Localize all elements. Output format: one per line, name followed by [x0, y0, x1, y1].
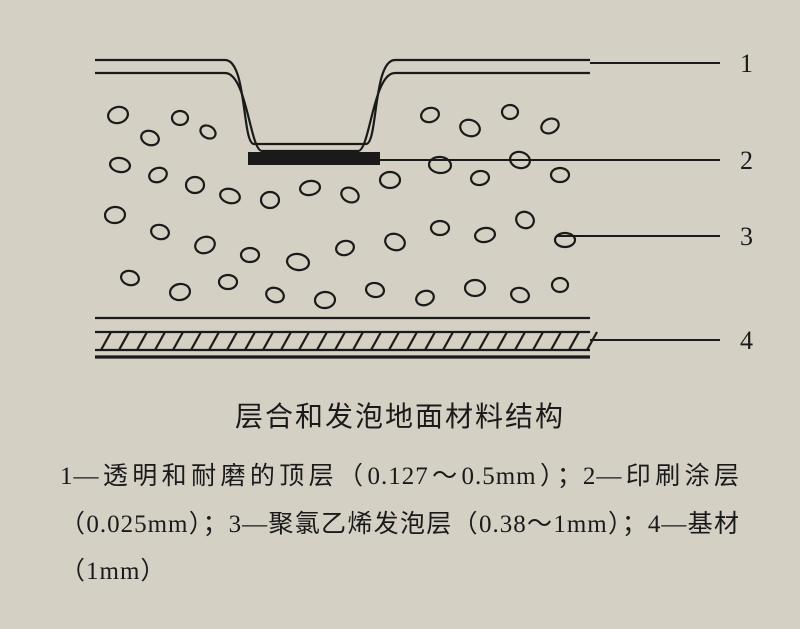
foam-bubble: [241, 248, 259, 262]
hatch-line: [119, 332, 129, 350]
hatch-line: [425, 332, 435, 350]
hatch-line: [533, 332, 543, 350]
foam-bubble: [193, 234, 217, 256]
caption-block: 层合和发泡地面材料结构 1—透明和耐磨的顶层（0.127～0.5mm）；2—印刷…: [60, 395, 740, 596]
foam-bubble: [339, 185, 361, 205]
callout-label: 3: [740, 222, 753, 251]
foam-bubble: [219, 275, 237, 289]
foam-bubble: [104, 206, 125, 224]
hatch-line: [209, 332, 219, 350]
foam-bubble: [551, 168, 569, 182]
foam-bubble: [428, 156, 451, 174]
foam-bubble: [380, 172, 400, 188]
foam-bubble: [502, 105, 518, 119]
foam-bubble: [509, 286, 530, 304]
foam-bubble: [470, 170, 490, 187]
hatch-line: [353, 332, 363, 350]
hatch-line: [371, 332, 381, 350]
foam-bubble: [169, 282, 191, 301]
hatch-line: [389, 332, 399, 350]
hatch-line: [299, 332, 309, 350]
foam-bubble: [419, 106, 440, 124]
hatch-line: [407, 332, 417, 350]
foam-bubble: [261, 192, 279, 208]
foam-bubble: [465, 280, 485, 296]
hatch-line: [335, 332, 345, 350]
foam-bubble: [414, 288, 436, 307]
hatch-line: [281, 332, 291, 350]
diagram-legend: 1—透明和耐磨的顶层（0.127～0.5mm）；2—印刷涂层（0.025mm）；…: [60, 453, 740, 596]
hatch-line: [101, 332, 111, 350]
foam-bubble: [539, 116, 561, 136]
foam-bubble: [552, 278, 568, 292]
hatch-line: [245, 332, 255, 350]
hatch-line: [497, 332, 507, 350]
foam-bubble: [109, 156, 131, 173]
foam-bubble: [264, 285, 286, 304]
hatch-line: [317, 332, 327, 350]
hatch-line: [227, 332, 237, 350]
diagram-title: 层合和发泡地面材料结构: [60, 395, 740, 435]
hatch-line: [479, 332, 489, 350]
foam-bubble: [139, 128, 161, 147]
foam-bubble: [458, 117, 482, 139]
callout-label: 1: [740, 49, 753, 78]
hatch-line: [137, 332, 147, 350]
foam-bubble: [334, 239, 355, 257]
foam-bubble: [147, 165, 169, 184]
hatch-line: [173, 332, 183, 350]
foam-bubble: [365, 282, 385, 299]
hatch-line: [263, 332, 273, 350]
foam-bubble: [106, 105, 129, 126]
top-layer-inner: [95, 73, 590, 151]
foam-bubble: [119, 269, 140, 287]
hatch-line: [461, 332, 471, 350]
foam-bubble: [431, 221, 449, 235]
hatch-line: [569, 332, 579, 350]
callout-label: 2: [740, 146, 753, 175]
callout-label: 4: [740, 326, 753, 355]
hatch-line: [515, 332, 525, 350]
foam-bubble: [172, 111, 188, 125]
foam-bubble: [299, 179, 321, 196]
foam-bubble: [198, 123, 218, 141]
foam-bubble: [474, 226, 496, 243]
foam-bubble: [286, 252, 310, 272]
print-layer: [248, 152, 380, 165]
foam-bubble: [383, 231, 407, 253]
hatch-line: [191, 332, 201, 350]
foam-bubble: [314, 291, 335, 309]
hatch-line: [443, 332, 453, 350]
hatch-line: [155, 332, 165, 350]
foam-bubble: [219, 187, 242, 206]
foam-bubble: [186, 177, 204, 193]
foam-bubble: [513, 209, 536, 231]
hatch-line: [551, 332, 561, 350]
foam-bubble: [149, 223, 170, 241]
